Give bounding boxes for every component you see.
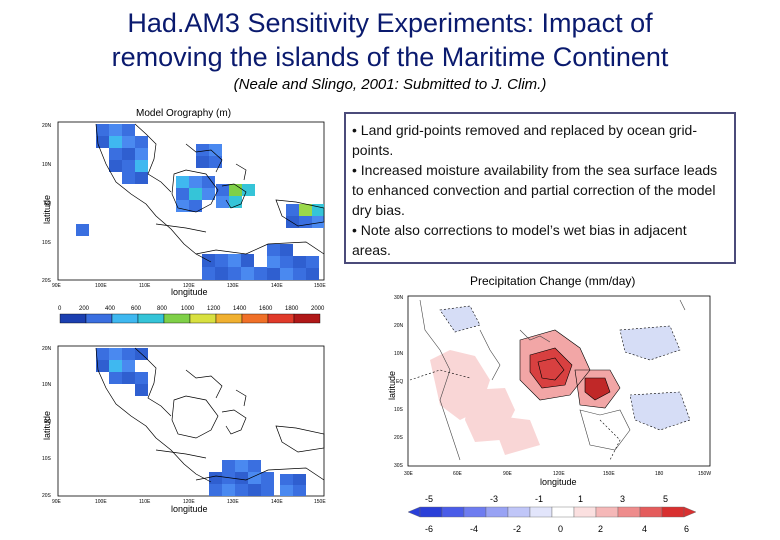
svg-text:100E: 100E	[95, 283, 107, 289]
svg-text:140E: 140E	[271, 499, 283, 505]
svg-text:3: 3	[620, 494, 625, 504]
svg-text:20S: 20S	[394, 435, 404, 441]
svg-text:90E: 90E	[52, 499, 62, 505]
svg-text:20N: 20N	[42, 123, 52, 129]
svg-text:110E: 110E	[139, 499, 151, 505]
svg-text:800: 800	[157, 306, 168, 312]
bullet-textbox: • Land grid-points removed and replaced …	[344, 112, 736, 264]
svg-text:1800: 1800	[285, 306, 299, 312]
citation-subtitle: (Neale and Slingo, 2001: Submitted to J.…	[233, 76, 547, 93]
svg-text:6: 6	[684, 524, 689, 534]
svg-text:2: 2	[598, 524, 603, 534]
svg-text:100E: 100E	[95, 499, 107, 505]
svg-text:-2: -2	[513, 524, 521, 534]
svg-text:-6: -6	[425, 524, 433, 534]
svg-text:20N: 20N	[394, 323, 404, 329]
precip-ylabel: latitude	[387, 371, 397, 400]
orography-bottom-ylabel: latitude	[42, 411, 52, 440]
svg-text:150E: 150E	[603, 471, 615, 477]
svg-text:10S: 10S	[394, 407, 404, 413]
svg-text:600: 600	[131, 306, 142, 312]
bullet-1: • Land grid-points removed and replaced …	[352, 122, 697, 158]
orography-map-bottom: 20N 10N EQ 10S 20S 90E 100E 110E 120E 13…	[36, 340, 336, 516]
svg-text:1: 1	[578, 494, 583, 504]
svg-text:30E: 30E	[404, 471, 414, 477]
svg-text:20N: 20N	[42, 346, 52, 352]
orography-bottom-xticks: 90E 100E 110E 120E 130E 140E 150E	[52, 499, 326, 505]
svg-text:140E: 140E	[271, 283, 283, 289]
svg-text:0: 0	[58, 306, 62, 312]
svg-text:1400: 1400	[233, 306, 247, 312]
svg-text:10S: 10S	[42, 456, 52, 462]
svg-text:-3: -3	[490, 494, 498, 504]
svg-text:1200: 1200	[207, 306, 221, 312]
svg-text:EQ: EQ	[44, 419, 51, 425]
orography-top-ylabel: latitude	[42, 195, 52, 224]
precip-contours	[409, 305, 691, 461]
svg-text:30S: 30S	[394, 463, 404, 469]
slide-title: Had.AM3 Sensitivity Experiments: Impact …	[0, 6, 780, 74]
orography-top-xlabel: longitude	[171, 287, 208, 297]
precip-coastlines	[419, 299, 686, 461]
svg-text:20S: 20S	[42, 278, 52, 284]
svg-text:5: 5	[663, 494, 668, 504]
svg-text:30N: 30N	[394, 295, 404, 301]
svg-text:150W: 150W	[698, 471, 711, 477]
svg-text:10N: 10N	[42, 382, 52, 388]
orography-top-xticks: 90E 100E 110E 120E 130E 140E 150E	[52, 283, 326, 289]
precip-yticks: 30N 20N 10N EQ 10S 20S 30S	[394, 295, 404, 469]
precip-colorbar-bottom-labels: -6 -4 -2 0 2 4 6	[425, 524, 689, 534]
svg-text:150E: 150E	[314, 283, 326, 289]
svg-text:90E: 90E	[52, 283, 62, 289]
svg-text:180: 180	[655, 471, 664, 477]
svg-text:EQ: EQ	[396, 379, 403, 385]
orography-top-yticks: 20N 10N EQ 10S 20S	[42, 123, 52, 284]
svg-text:1000: 1000	[181, 306, 195, 312]
precip-colorbar-top-labels: -5 -3 -1 1 3 5	[425, 494, 668, 504]
precip-colorbar	[407, 506, 697, 518]
colorbar-labels: 0 200 400 600 800 1000 1200 1400 1600 18…	[58, 306, 325, 312]
title-line-2: removing the islands of the Maritime Con…	[111, 42, 669, 72]
precip-xticks: 30E 60E 90E 120E 150E 180 150W	[404, 471, 711, 477]
svg-text:130E: 130E	[227, 499, 239, 505]
orography-bottom-yticks: 20N 10N EQ 10S 20S	[42, 346, 52, 499]
svg-text:200: 200	[79, 306, 90, 312]
precip-title: Precipitation Change (mm/day)	[470, 274, 635, 288]
orography-colorbar: 0 200 400 600 800 1000 1200 1400 1600 18…	[52, 302, 336, 324]
svg-text:60E: 60E	[453, 471, 463, 477]
svg-text:10N: 10N	[42, 162, 52, 168]
precip-anomaly-shading	[430, 306, 690, 455]
svg-text:10N: 10N	[394, 351, 404, 357]
coastlines-bottom	[95, 347, 325, 483]
svg-text:130E: 130E	[227, 283, 239, 289]
svg-text:110E: 110E	[139, 283, 151, 289]
svg-text:EQ: EQ	[44, 201, 51, 207]
svg-text:120E: 120E	[183, 283, 195, 289]
svg-text:4: 4	[642, 524, 647, 534]
orography-cells-top	[76, 124, 324, 280]
orography-bottom-xlabel: longitude	[171, 504, 208, 514]
svg-text:2000: 2000	[311, 306, 325, 312]
svg-text:120E: 120E	[553, 471, 565, 477]
orography-map-top: Model Orography (m)	[36, 104, 336, 300]
svg-text:-5: -5	[425, 494, 433, 504]
svg-text:10S: 10S	[42, 240, 52, 246]
bullet-2: • Increased moisture availability from t…	[352, 162, 718, 218]
svg-text:-4: -4	[470, 524, 478, 534]
svg-text:-1: -1	[535, 494, 543, 504]
svg-text:0: 0	[558, 524, 563, 534]
svg-text:20S: 20S	[42, 493, 52, 499]
orography-title: Model Orography (m)	[136, 108, 231, 119]
precipitation-change-map: Precipitation Change (mm/day)	[380, 270, 720, 540]
svg-text:120E: 120E	[183, 499, 195, 505]
coastlines-top	[95, 123, 325, 263]
precip-xlabel: longitude	[540, 477, 577, 487]
title-line-1: Had.AM3 Sensitivity Experiments: Impact …	[127, 8, 653, 38]
bullet-3: • Note also corrections to model’s wet b…	[352, 222, 687, 258]
svg-text:1600: 1600	[259, 306, 273, 312]
svg-text:150E: 150E	[314, 499, 326, 505]
svg-text:90E: 90E	[503, 471, 513, 477]
colorbar-swatches	[59, 313, 321, 324]
svg-text:400: 400	[105, 306, 116, 312]
